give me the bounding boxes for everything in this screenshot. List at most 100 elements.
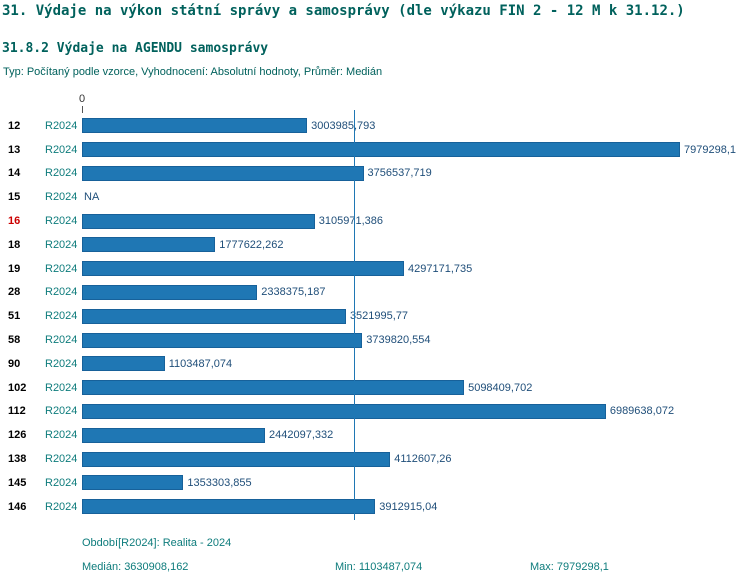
value-bar (82, 142, 680, 158)
bar-area: 1777622,262 (82, 237, 680, 253)
bar-area: 3003985,793 (82, 118, 680, 134)
bar-area: 7979298,1 (82, 142, 736, 158)
value-label: 4112607,26 (394, 453, 452, 466)
page-title: 31. Výdaje na výkon státní správy a samo… (2, 3, 685, 19)
row-period-label: R2024 (45, 429, 78, 442)
row-category-label: 102 (8, 381, 27, 394)
value-label: 1777622,262 (219, 238, 284, 251)
chart-row: 138 R2024 4112607,26 (0, 447, 750, 471)
chart-row: 28 R2024 2338375,187 (0, 281, 750, 305)
row-category-label: 145 (8, 476, 27, 489)
row-period-label: R2024 (45, 500, 78, 513)
value-bar (82, 427, 266, 443)
chart-row: 18 R2024 1777622,262 (0, 233, 750, 257)
bar-area: 4112607,26 (82, 451, 680, 467)
value-bar (82, 356, 165, 372)
bar-area: 5098409,702 (82, 380, 680, 396)
value-label: 5098409,702 (468, 381, 533, 394)
chart-row: 90 R2024 1103487,074 (0, 352, 750, 376)
row-period-label: R2024 (45, 167, 78, 180)
chart-row: 14 R2024 3756537,719 (0, 162, 750, 186)
value-label: 3756537,719 (367, 167, 432, 180)
bar-area: 2442097,332 (82, 427, 680, 443)
footer-min: Min: 1103487,074 (335, 561, 423, 573)
row-category-label: 18 (8, 238, 21, 251)
chart-row: 58 R2024 3739820,554 (0, 328, 750, 352)
chart-row: 51 R2024 3521995,77 (0, 304, 750, 328)
value-bar (82, 499, 376, 515)
value-bar (82, 380, 465, 396)
chart-row: 112 R2024 6989638,072 (0, 400, 750, 424)
chart-meta: Typ: Počítaný podle vzorce, Vyhodnocení:… (3, 66, 383, 78)
value-label: 2442097,332 (269, 429, 334, 442)
bar-area: 6989638,072 (82, 403, 680, 419)
chart-rows: 12 R2024 3003985,793 13 R2024 7979298,1 14 R202… (0, 114, 750, 519)
bar-area: NA (82, 191, 680, 203)
row-category-label: 146 (8, 500, 27, 513)
row-category-label: 15 (8, 191, 21, 204)
row-period-label: R2024 (45, 143, 78, 156)
row-period-label: R2024 (45, 215, 78, 228)
row-category-label: 14 (8, 167, 21, 180)
value-bar (82, 165, 364, 181)
row-period-label: R2024 (45, 357, 78, 370)
row-period-label: R2024 (45, 238, 78, 251)
row-category-label: 126 (8, 429, 27, 442)
row-period-label: R2024 (45, 453, 78, 466)
row-category-label: 16 (8, 215, 21, 228)
chart-row: 102 R2024 5098409,702 (0, 376, 750, 400)
chart-row: 19 R2024 4297171,735 (0, 257, 750, 281)
row-period-label: R2024 (45, 191, 78, 204)
value-label: 6989638,072 (609, 405, 675, 418)
value-bar (82, 332, 363, 348)
value-bar (82, 284, 258, 300)
chart-row: 145 R2024 1353303,855 (0, 471, 750, 495)
bar-chart: 0 12 R2024 3003985,793 13 R2024 7979298,1 14 R2… (0, 93, 750, 520)
row-period-label: R2024 (45, 476, 78, 489)
bar-area: 1103487,074 (82, 356, 680, 372)
value-bar (82, 237, 216, 253)
row-category-label: 12 (8, 119, 21, 132)
footer-period: Období[R2024]: Realita - 2024 (82, 537, 232, 549)
row-period-label: R2024 (45, 381, 78, 394)
footer-max: Max: 7979298,1 (530, 561, 609, 573)
row-category-label: 19 (8, 262, 21, 275)
row-category-label: 90 (8, 357, 21, 370)
bar-area: 3521995,77 (82, 308, 680, 324)
chart-row: 16 R2024 3105971,386 (0, 209, 750, 233)
bar-area: 2338375,187 (82, 284, 680, 300)
row-period-label: R2024 (45, 286, 78, 299)
bar-area: 3756537,719 (82, 165, 680, 181)
row-period-label: R2024 (45, 405, 78, 418)
axis-zero-label: 0 (78, 93, 86, 105)
value-label: 7979298,1 (684, 143, 736, 156)
section-title: 31.8.2 Výdaje na AGENDU samosprávy (2, 41, 269, 56)
value-label: 1103487,074 (168, 357, 233, 370)
value-bar (82, 261, 405, 277)
value-label: 3739820,554 (366, 334, 431, 347)
median-line (354, 110, 355, 520)
axis-tick (82, 106, 83, 113)
value-label: NA (84, 191, 100, 204)
value-bar (82, 403, 606, 419)
chart-row: 13 R2024 7979298,1 (0, 138, 750, 162)
row-category-label: 51 (8, 310, 21, 323)
footer-median: Medián: 3630908,162 (82, 561, 189, 573)
row-category-label: 138 (8, 453, 27, 466)
value-bar (82, 118, 308, 134)
row-category-label: 28 (8, 286, 21, 299)
row-period-label: R2024 (45, 119, 78, 132)
value-label: 4297171,735 (408, 262, 473, 275)
row-period-label: R2024 (45, 334, 78, 347)
value-label: 3003985,793 (311, 119, 376, 132)
value-label: 1353303,855 (187, 476, 252, 489)
row-category-label: 58 (8, 334, 21, 347)
value-label: 2338375,187 (261, 286, 326, 299)
row-period-label: R2024 (45, 262, 78, 275)
chart-row: 146 R2024 3912915,04 (0, 495, 750, 519)
bar-area: 3912915,04 (82, 499, 680, 515)
row-category-label: 112 (8, 405, 26, 418)
bar-area: 3739820,554 (82, 332, 680, 348)
row-period-label: R2024 (45, 310, 78, 323)
